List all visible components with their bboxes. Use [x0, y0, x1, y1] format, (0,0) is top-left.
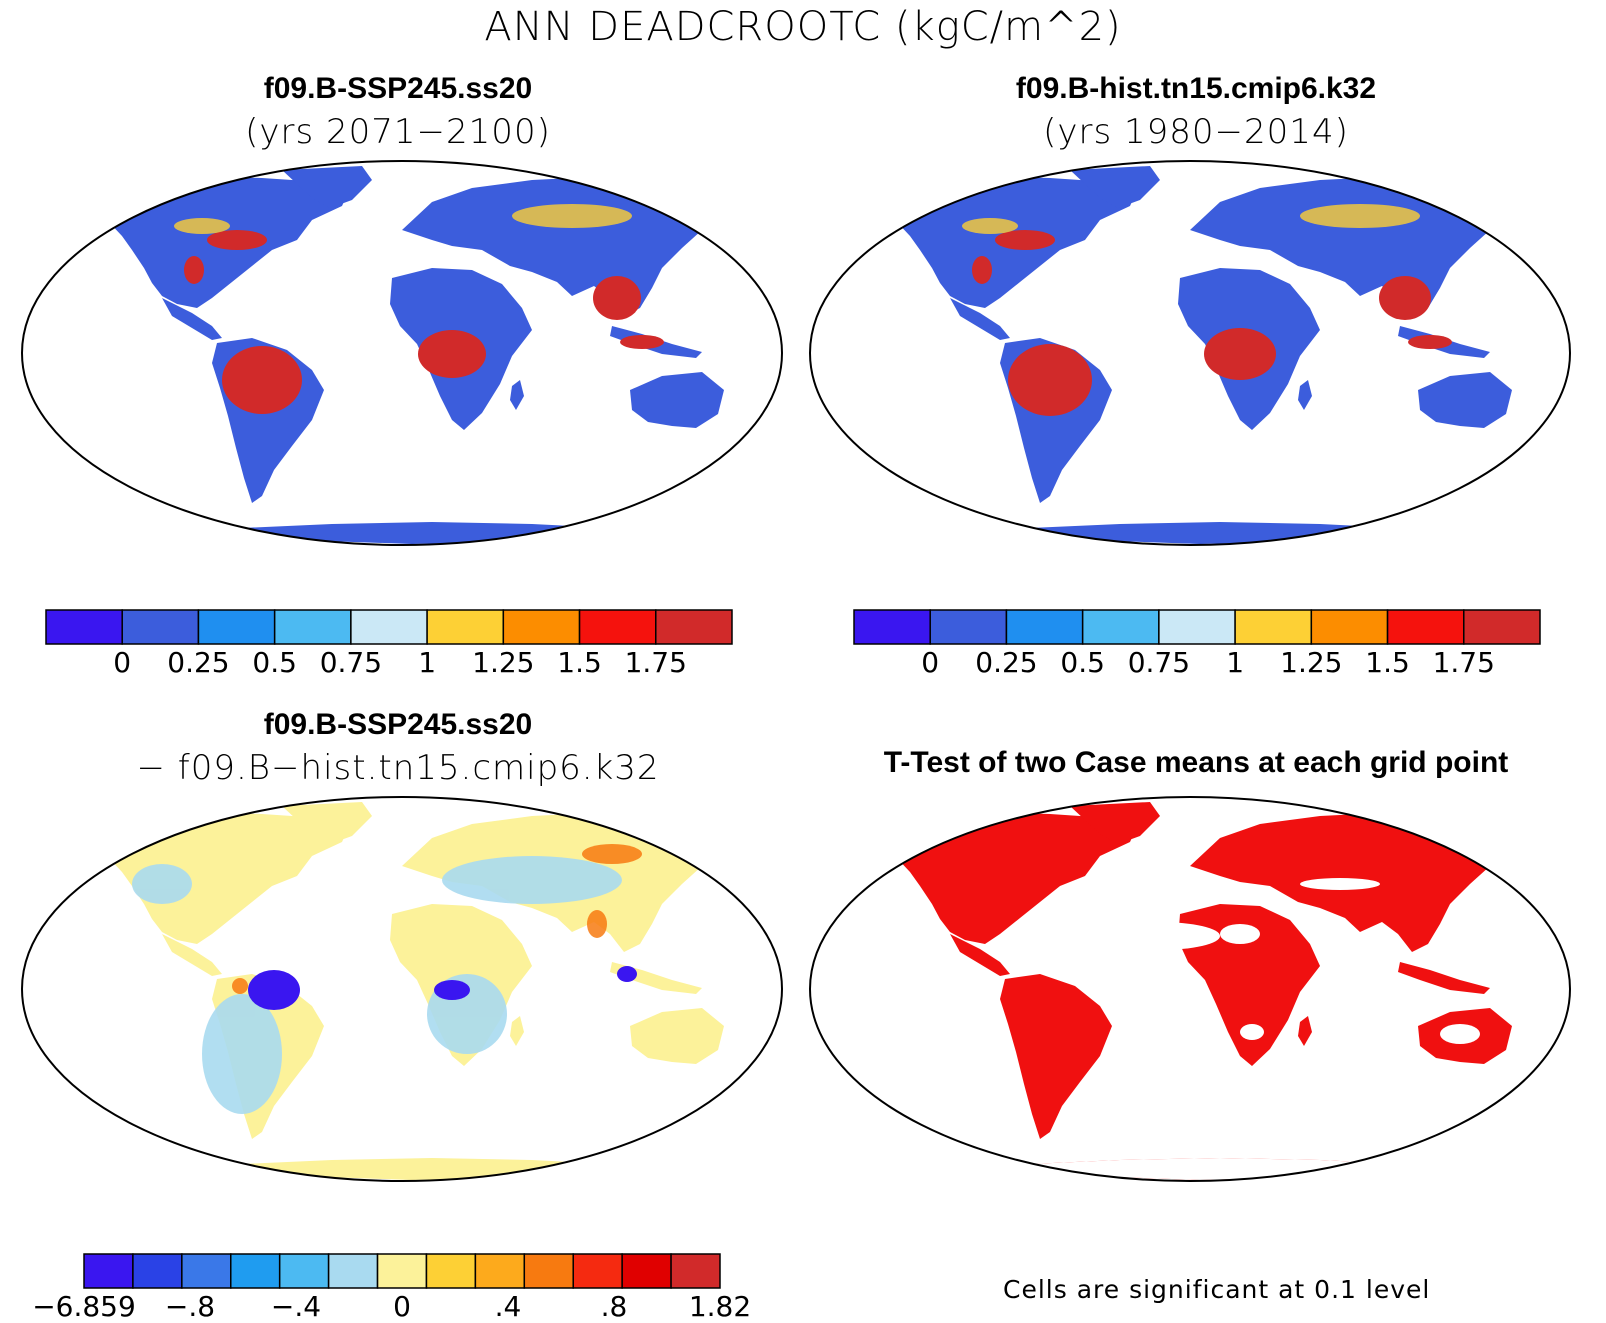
panel4-significant-cells	[840, 802, 1512, 1180]
colorbar-swatch	[1081, 609, 1160, 645]
panel3-subtitle: − f09.B−hist.tn15.cmip6.k32	[136, 748, 660, 788]
colorbar-swatch	[121, 609, 200, 645]
colorbar-tick-label: 0.75	[320, 646, 382, 679]
panel2-map	[809, 160, 1571, 546]
panel3-map	[21, 796, 783, 1182]
colorbar-swatch	[230, 1253, 281, 1289]
colorbar-swatch	[1310, 609, 1389, 645]
colorbar-swatch	[45, 609, 123, 645]
panel2-colorbar: 0 0.25 0.5 0.75 1 1.25 1.5 1.75	[853, 609, 1541, 679]
colorbar-swatch	[502, 609, 581, 645]
colorbar-swatch	[426, 609, 505, 645]
colorbar-tick-label: 1	[418, 646, 436, 679]
colorbar-swatch	[327, 1253, 379, 1289]
colorbar-swatch	[621, 1253, 672, 1289]
colorbar-swatch	[474, 1253, 526, 1289]
colorbar-swatch	[273, 609, 352, 645]
colorbar-swatch	[350, 609, 428, 645]
colorbar-tick-label: 0	[393, 1290, 411, 1320]
colorbar-tick-label: 1.75	[1433, 646, 1495, 679]
colorbar-tick-label: 1.25	[1280, 646, 1342, 679]
colorbar-swatch	[181, 1253, 232, 1289]
colorbar-tick-label: 1.25	[472, 646, 534, 679]
panel3-title: f09.B-SSP245.ss20	[263, 708, 533, 741]
colorbar-tick-label: 0.5	[252, 646, 297, 679]
colorbar-swatch	[1158, 609, 1236, 645]
panel1-subtitle: (yrs 2071−2100)	[245, 112, 551, 152]
figure-title: ANN DEADCROOTC (kgC/m^2)	[484, 4, 1122, 50]
significance-note: Cells are significant at 0.1 level	[1003, 1275, 1431, 1304]
panel2-subtitle: (yrs 1980−2014)	[1043, 112, 1349, 152]
panel3-decrease-regions	[248, 966, 637, 1010]
colorbar-swatch	[278, 1253, 330, 1289]
panel3-increase-regions	[232, 844, 642, 994]
colorbar-tick-label: 1.5	[1365, 646, 1410, 679]
panel1-map	[21, 160, 783, 546]
colorbar-swatch	[929, 609, 1008, 645]
panel1-title: f09.B-SSP245.ss20	[263, 72, 533, 105]
panel1-high-carbon-regions	[184, 230, 664, 414]
colorbar-tick-label: 1.75	[625, 646, 687, 679]
colorbar-swatch	[1234, 609, 1313, 645]
colorbar-swatch	[572, 1253, 623, 1289]
colorbar-swatch	[655, 609, 733, 645]
colorbar-swatch	[523, 1253, 574, 1289]
panel2-title: f09.B-hist.tn15.cmip6.k32	[1015, 72, 1377, 105]
colorbar-tick-label: 1.82	[689, 1290, 751, 1320]
colorbar-swatch	[197, 609, 276, 645]
colorbar-swatch	[1463, 609, 1541, 645]
panel4-map	[809, 796, 1571, 1182]
colorbar-tick-label: 1	[1226, 646, 1244, 679]
colorbar-tick-label: 0	[921, 646, 939, 679]
panel1-colorbar: 0 0.25 0.5 0.75 1 1.25 1.5 1.75	[45, 609, 733, 679]
colorbar-tick-label: 0	[113, 646, 131, 679]
panel4-title: T-Test of two Case means at each grid po…	[883, 746, 1509, 779]
colorbar-swatch	[578, 609, 657, 645]
panel4-insignificant-cells	[1100, 878, 1480, 1044]
colorbar-tick-label: −6.859	[32, 1290, 136, 1320]
colorbar-tick-label: .8	[601, 1290, 628, 1320]
colorbar-swatch	[376, 1253, 428, 1289]
panel2-high-carbon-regions	[972, 230, 1452, 416]
colorbar-tick-label: 0.25	[975, 646, 1037, 679]
colorbar-swatch	[1386, 609, 1465, 645]
colorbar-tick-label: −.4	[271, 1290, 321, 1320]
colorbar-swatch	[132, 1253, 183, 1289]
colorbar-tick-label: 0.75	[1128, 646, 1190, 679]
colorbar-tick-label: 1.5	[557, 646, 602, 679]
colorbar-swatch	[1005, 609, 1084, 645]
colorbar-tick-label: 0.25	[167, 646, 229, 679]
colorbar-tick-label: 0.5	[1060, 646, 1105, 679]
colorbar-swatch	[670, 1253, 721, 1289]
colorbar-swatch	[83, 1253, 134, 1289]
panel3-colorbar: −6.859 −.8 −.4 0 .4 .8 1.82	[32, 1253, 751, 1320]
colorbar-swatch	[853, 609, 931, 645]
colorbar-swatch	[425, 1253, 477, 1289]
colorbar-tick-label: −.8	[165, 1290, 215, 1320]
colorbar-tick-label: .4	[495, 1290, 522, 1320]
